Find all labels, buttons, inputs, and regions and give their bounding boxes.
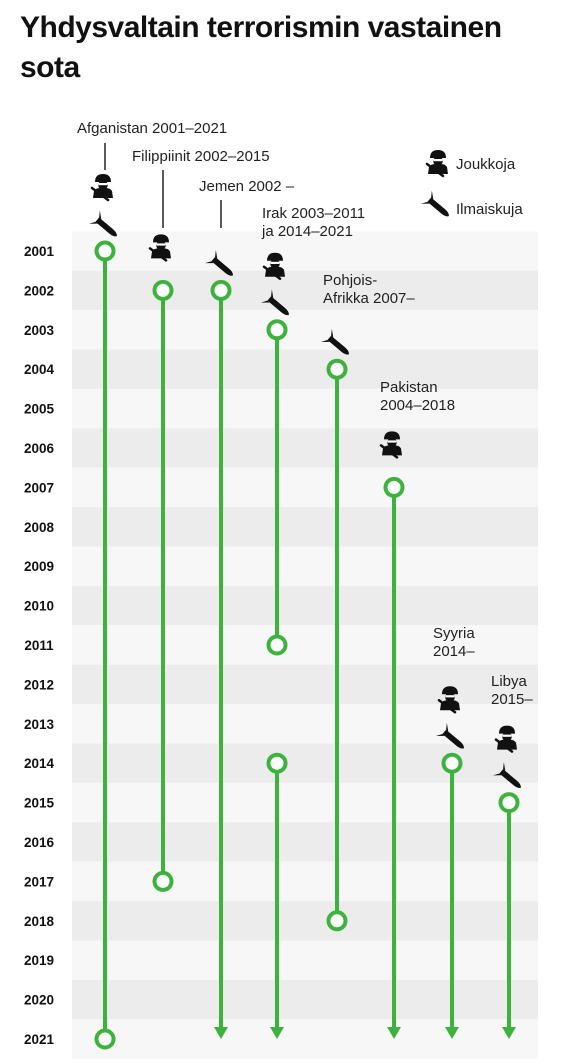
year-band <box>72 388 538 429</box>
war-icons <box>88 174 521 788</box>
year-label: 2016 <box>24 835 55 850</box>
end-marker <box>152 870 174 892</box>
soldier-icon <box>148 234 171 262</box>
legend-troops-icon <box>425 150 448 178</box>
year-label: 2007 <box>24 480 54 495</box>
legend: Joukkoja Ilmaiskuja <box>420 150 523 218</box>
year-band <box>72 625 538 665</box>
year-label: 2003 <box>24 323 55 338</box>
chart-title: Yhdysvaltain terrorismin vastainen sota <box>20 11 502 84</box>
year-label: 2011 <box>24 638 54 653</box>
ongoing-arrow <box>445 1027 459 1039</box>
start-marker <box>152 279 174 301</box>
soldier-icon <box>379 431 402 459</box>
year-label: 2012 <box>24 677 54 692</box>
start-marker <box>266 319 288 341</box>
year-band <box>72 861 538 902</box>
year-label: 2009 <box>24 559 54 574</box>
missile-icon <box>204 250 233 276</box>
war-label: Irak 2003–2011 ja 2014–2021 <box>261 205 365 240</box>
year-band <box>72 979 538 1020</box>
war-lines <box>94 240 520 1050</box>
year-band <box>72 507 538 547</box>
year-band <box>72 585 538 626</box>
year-label: 2015 <box>24 796 55 811</box>
year-band <box>72 704 538 744</box>
year-axis: 2001 2002 2003 2004 2005 2006 2007 2008 2009 2010… <box>24 244 55 1047</box>
start-marker <box>94 240 116 262</box>
ongoing-arrow <box>270 1027 284 1039</box>
ongoing-arrow <box>214 1027 228 1039</box>
year-label: 2020 <box>24 993 54 1008</box>
end-marker <box>326 910 348 932</box>
end-marker <box>94 1028 116 1050</box>
ongoing-arrow <box>502 1027 516 1039</box>
war-label: Jemen 2002 – <box>199 178 295 195</box>
year-label: 2006 <box>24 441 55 456</box>
year-label: 2014 <box>24 756 55 771</box>
start-marker <box>326 358 348 380</box>
start-marker <box>441 752 463 774</box>
ongoing-arrow <box>387 1027 401 1039</box>
year-band <box>72 270 538 311</box>
year-band <box>72 546 538 586</box>
war-label: Syyria 2014– <box>433 625 475 660</box>
start-marker <box>498 792 520 814</box>
year-band <box>72 940 538 980</box>
legend-troops-label: Joukkoja <box>456 156 516 173</box>
war-label: Afganistan 2001–2021 <box>77 120 227 137</box>
missile-icon <box>492 762 521 788</box>
soldier-icon <box>90 174 113 202</box>
missile-icon <box>320 328 349 355</box>
year-band <box>72 664 538 705</box>
missile-icon <box>260 289 289 316</box>
year-band <box>72 822 538 862</box>
start-marker <box>383 476 405 498</box>
year-label: 2002 <box>24 283 54 298</box>
legend-airstrikes-label: Ilmaiskuja <box>456 201 523 218</box>
year-label: 2005 <box>24 402 55 417</box>
year-band <box>72 310 538 350</box>
year-bands <box>72 231 538 1059</box>
year-band <box>72 467 538 508</box>
year-label: 2001 <box>24 244 55 259</box>
year-band <box>72 428 538 468</box>
year-label: 2018 <box>24 914 55 929</box>
year-band <box>72 901 538 941</box>
year-band <box>72 231 538 271</box>
soldier-icon <box>262 252 285 281</box>
soldier-icon <box>437 686 460 714</box>
year-band <box>72 743 538 783</box>
year-band <box>72 1019 538 1059</box>
soldier-icon <box>425 150 448 178</box>
missile-icon <box>88 210 117 237</box>
year-label: 2004 <box>24 362 55 377</box>
year-label: 2019 <box>24 953 54 968</box>
year-band <box>72 782 538 823</box>
soldier-icon <box>494 725 517 753</box>
end-marker <box>266 634 288 656</box>
war-label: Pohjois-Afrikka 2007– <box>323 272 415 307</box>
year-label: 2008 <box>24 520 55 535</box>
legend-airstrikes-icon <box>420 190 449 217</box>
missile-icon <box>420 190 449 217</box>
war-label: Filippiinit 2002–2015 <box>132 148 270 165</box>
year-label: 2013 <box>24 717 55 732</box>
missile-icon <box>435 722 464 749</box>
start-marker <box>210 279 232 301</box>
start-marker <box>266 752 288 774</box>
year-band <box>72 349 538 389</box>
war-labels: Afganistan 2001–2021 Filippiinit 2002–201… <box>77 120 533 708</box>
year-label: 2010 <box>24 599 54 614</box>
year-label: 2021 <box>24 1032 55 1047</box>
war-label: Libya 2015– <box>491 673 533 708</box>
war-label: Pakistan 2004–2018 <box>380 379 455 414</box>
year-label: 2017 <box>24 874 54 889</box>
